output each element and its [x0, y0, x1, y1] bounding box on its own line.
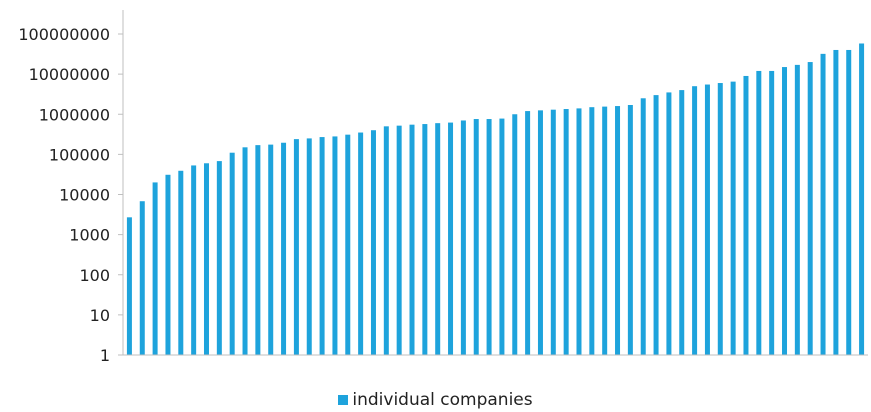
bar — [229, 152, 235, 355]
bar — [602, 106, 608, 355]
bar — [627, 105, 633, 355]
bar — [216, 161, 222, 355]
bar — [794, 64, 800, 355]
bar — [319, 137, 325, 355]
y-tick-label: 1000 — [69, 226, 110, 245]
bar — [152, 182, 158, 355]
bar — [255, 145, 261, 355]
bar — [704, 84, 710, 355]
bar — [756, 70, 762, 355]
y-axis-ticks: 1 10 100 1000 10000 100000 1000000 10000000 1000… — [18, 25, 123, 365]
bar — [769, 70, 775, 355]
bar — [820, 53, 826, 356]
legend-label: individual companies — [352, 390, 533, 410]
bar — [281, 142, 287, 355]
bar — [499, 118, 505, 355]
bar — [486, 119, 492, 355]
bar — [293, 139, 299, 355]
bar — [512, 114, 518, 355]
bar — [203, 163, 209, 355]
bar — [833, 49, 839, 355]
bar — [743, 75, 749, 356]
bar — [525, 111, 531, 355]
bar — [409, 124, 415, 355]
bar — [615, 106, 621, 355]
bar — [396, 125, 402, 356]
bar — [435, 123, 441, 356]
bar — [859, 43, 865, 356]
bar — [332, 136, 338, 355]
bar — [589, 107, 595, 356]
bar — [126, 217, 132, 355]
bar — [782, 67, 788, 355]
bars-group — [126, 43, 865, 356]
bar — [679, 90, 685, 355]
bar — [730, 81, 736, 355]
bar — [717, 83, 723, 355]
bar — [345, 134, 351, 355]
y-tick-label: 10 — [90, 306, 110, 325]
y-tick-label: 100000 — [49, 145, 110, 164]
bar — [666, 92, 672, 356]
bar — [537, 110, 543, 355]
bar — [358, 132, 364, 355]
y-tick-label: 10000 — [59, 186, 110, 205]
bar — [383, 126, 389, 355]
bar — [448, 122, 454, 355]
bar — [422, 124, 428, 355]
bar — [473, 119, 479, 355]
bar — [165, 174, 171, 355]
bar — [576, 108, 582, 355]
y-tick-label: 100000000 — [18, 25, 110, 44]
bar — [306, 138, 312, 355]
bar — [807, 62, 813, 356]
bar — [178, 170, 184, 355]
y-tick-label: 100 — [79, 266, 110, 285]
bar — [242, 147, 248, 355]
bar — [692, 86, 698, 355]
bar — [370, 130, 376, 355]
bar — [191, 165, 197, 355]
bar — [640, 98, 646, 355]
bar — [550, 109, 556, 356]
y-tick-label: 1 — [100, 346, 110, 365]
bar — [846, 49, 852, 355]
legend: individual companies — [0, 390, 871, 410]
y-tick-label: 10000000 — [29, 65, 110, 84]
legend-swatch — [338, 395, 349, 405]
y-tick-label: 1000000 — [39, 105, 110, 124]
bar — [268, 144, 274, 355]
bar — [563, 109, 569, 356]
bar — [139, 201, 145, 355]
bar — [653, 95, 659, 356]
bar — [460, 120, 466, 355]
